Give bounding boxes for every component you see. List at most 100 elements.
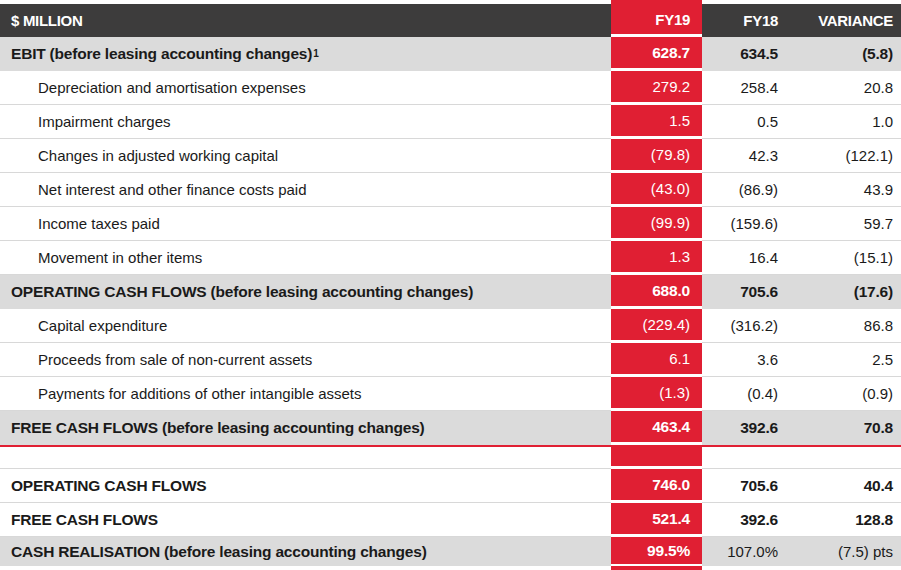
row-label: Income taxes paid [0, 207, 611, 241]
variance-value: 1.0 [782, 105, 901, 139]
table-row: EBIT (before leasing accounting changes)… [0, 37, 901, 71]
fy18-value: 0.5 [702, 105, 782, 139]
fy19-value: 6.1 [611, 343, 702, 377]
fy18-value: 705.6 [702, 469, 782, 503]
row-label-text: Depreciation and amortisation expenses [38, 79, 306, 96]
row-label [0, 447, 611, 469]
row-label-text: Payments for additions of other intangib… [38, 385, 362, 402]
fy18-value: 258.4 [702, 71, 782, 105]
table-row: Payments for additions of other intangib… [0, 377, 901, 411]
table-row: Impairment charges 1.5 0.5 1.0 [0, 105, 901, 139]
row-label-text: Proceeds from sale of non-current assets [38, 351, 312, 368]
fy19-value: (43.0) [611, 173, 702, 207]
fy19-value: 279.2 [611, 71, 702, 105]
row-label: Changes in adjusted working capital [0, 139, 611, 173]
row-label: Movement in other items [0, 241, 611, 275]
variance-value: (5.8) [782, 37, 901, 71]
fy18-value: (0.4) [702, 377, 782, 411]
row-label: FREE CASH FLOWS [0, 503, 611, 537]
row-label: Payments for additions of other intangib… [0, 377, 611, 411]
row-label: Proceeds from sale of non-current assets [0, 343, 611, 377]
fy18-value: 3.6 [702, 343, 782, 377]
row-label: OPERATING CASH FLOWS (before leasing acc… [0, 275, 611, 309]
fy18-value: 392.6 [702, 411, 782, 445]
fy19-value: 1.3 [611, 241, 702, 275]
row-label-text: Movement in other items [38, 249, 202, 266]
row-label: FREE CASH FLOWS (before leasing accounti… [0, 411, 611, 445]
row-label: CASH REALISATION (before leasing account… [0, 537, 611, 566]
row-label-text: EBIT (before leasing accounting changes) [11, 45, 312, 63]
row-label-text: Impairment charges [38, 113, 171, 130]
row-label-text: Net interest and other finance costs pai… [38, 181, 307, 198]
variance-value [782, 447, 901, 469]
fy19-value: 1.5 [611, 105, 702, 139]
table-row: Depreciation and amortisation expenses 2… [0, 71, 901, 105]
row-label: EBIT (before leasing accounting changes)… [0, 37, 611, 71]
row-label: Net interest and other finance costs pai… [0, 173, 611, 207]
fy19-value: (229.4) [611, 309, 702, 343]
variance-value: 128.8 [782, 503, 901, 537]
fy18-value: 16.4 [702, 241, 782, 275]
fy19-value: 628.7 [611, 37, 702, 71]
table-rows: $ MILLION FY19 FY18 VARIANCE EBIT (befor… [0, 0, 901, 566]
variance-value: (7.5) pts [782, 537, 901, 566]
header-cell-metric: $ MILLION [0, 4, 611, 37]
variance-value: 20.8 [782, 71, 901, 105]
table-row: FREE CASH FLOWS 521.4 392.6 128.8 [0, 503, 901, 537]
table-row: Capital expenditure (229.4) (316.2) 86.8 [0, 309, 901, 343]
fy18-value: 42.3 [702, 139, 782, 173]
header-cell-fy19: FY19 [611, 4, 702, 37]
row-label-text: FREE CASH FLOWS [11, 511, 158, 529]
fy18-value: (159.6) [702, 207, 782, 241]
table-row [0, 447, 901, 469]
table-row: Income taxes paid (99.9) (159.6) 59.7 [0, 207, 901, 241]
row-label: Capital expenditure [0, 309, 611, 343]
row-label-text: Income taxes paid [38, 215, 160, 232]
fy18-value: 634.5 [702, 37, 782, 71]
fy19-value: 463.4 [611, 411, 702, 445]
variance-value: 59.7 [782, 207, 901, 241]
fy18-value: 107.0% [702, 537, 782, 566]
variance-value: (0.9) [782, 377, 901, 411]
fy19-value: 521.4 [611, 503, 702, 537]
table-row: Proceeds from sale of non-current assets… [0, 343, 901, 377]
table-body: EBIT (before leasing accounting changes)… [0, 37, 901, 566]
variance-value: 86.8 [782, 309, 901, 343]
fy19-value: (99.9) [611, 207, 702, 241]
table-row: OPERATING CASH FLOWS 746.0 705.6 40.4 [0, 469, 901, 503]
row-label-text: CASH REALISATION (before leasing account… [11, 543, 427, 561]
header-cell-fy18: FY18 [702, 4, 782, 37]
fy19-value: (79.8) [611, 139, 702, 173]
table-header-row: $ MILLION FY19 FY18 VARIANCE [0, 4, 901, 37]
row-label: OPERATING CASH FLOWS [0, 469, 611, 503]
table-row: Changes in adjusted working capital (79.… [0, 139, 901, 173]
table-row: FREE CASH FLOWS (before leasing accounti… [0, 411, 901, 447]
header-cell-variance: VARIANCE [782, 4, 901, 37]
row-label-text: OPERATING CASH FLOWS [11, 477, 207, 495]
variance-value: 40.4 [782, 469, 901, 503]
row-label: Depreciation and amortisation expenses [0, 71, 611, 105]
fy19-value [611, 447, 702, 469]
fy18-value [702, 447, 782, 469]
fy18-value: 705.6 [702, 275, 782, 309]
variance-value: 43.9 [782, 173, 901, 207]
table-row: OPERATING CASH FLOWS (before leasing acc… [0, 275, 901, 309]
fy18-value: (316.2) [702, 309, 782, 343]
row-label-text: FREE CASH FLOWS (before leasing accounti… [11, 419, 425, 437]
table-row: Movement in other items 1.3 16.4 (15.1) [0, 241, 901, 275]
cash-flow-table: $ MILLION FY19 FY18 VARIANCE EBIT (befor… [0, 0, 901, 570]
fy19-value: 746.0 [611, 469, 702, 503]
fy18-value: (86.9) [702, 173, 782, 207]
variance-value: 2.5 [782, 343, 901, 377]
variance-value: 70.8 [782, 411, 901, 445]
table-row: CASH REALISATION (before leasing account… [0, 537, 901, 566]
row-label-text: Changes in adjusted working capital [38, 147, 278, 164]
fy19-value: 688.0 [611, 275, 702, 309]
fy18-value: 392.6 [702, 503, 782, 537]
fy19-value: (1.3) [611, 377, 702, 411]
variance-value: (17.6) [782, 275, 901, 309]
row-label-text: Capital expenditure [38, 317, 167, 334]
variance-value: (15.1) [782, 241, 901, 275]
row-label: Impairment charges [0, 105, 611, 139]
table-row: Net interest and other finance costs pai… [0, 173, 901, 207]
